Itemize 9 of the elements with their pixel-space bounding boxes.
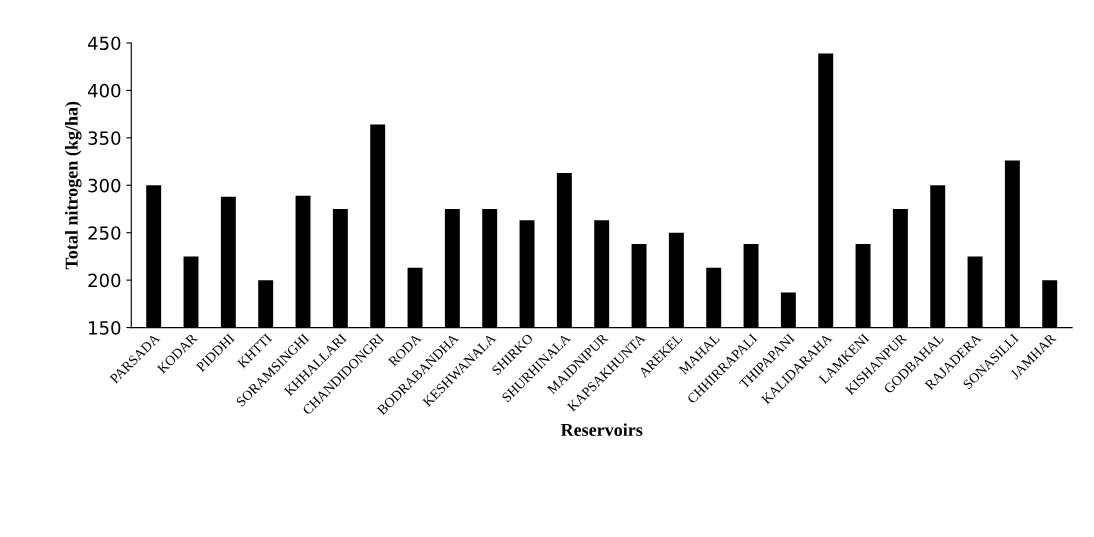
- y-tick-label: 400: [87, 83, 121, 98]
- y-tick-label: 200: [88, 273, 121, 288]
- y-tick-label: 350: [88, 131, 121, 145]
- y-tick-label: 450: [87, 36, 121, 51]
- y-axis-title: Total nitrogen (kg/ha): [65, 101, 82, 270]
- y-tick-label: 150: [89, 321, 121, 335]
- y-tick-label: 250: [88, 226, 121, 240]
- x-axis-title: Reservoirs: [560, 423, 643, 436]
- y-tick-label: 300: [88, 178, 121, 193]
